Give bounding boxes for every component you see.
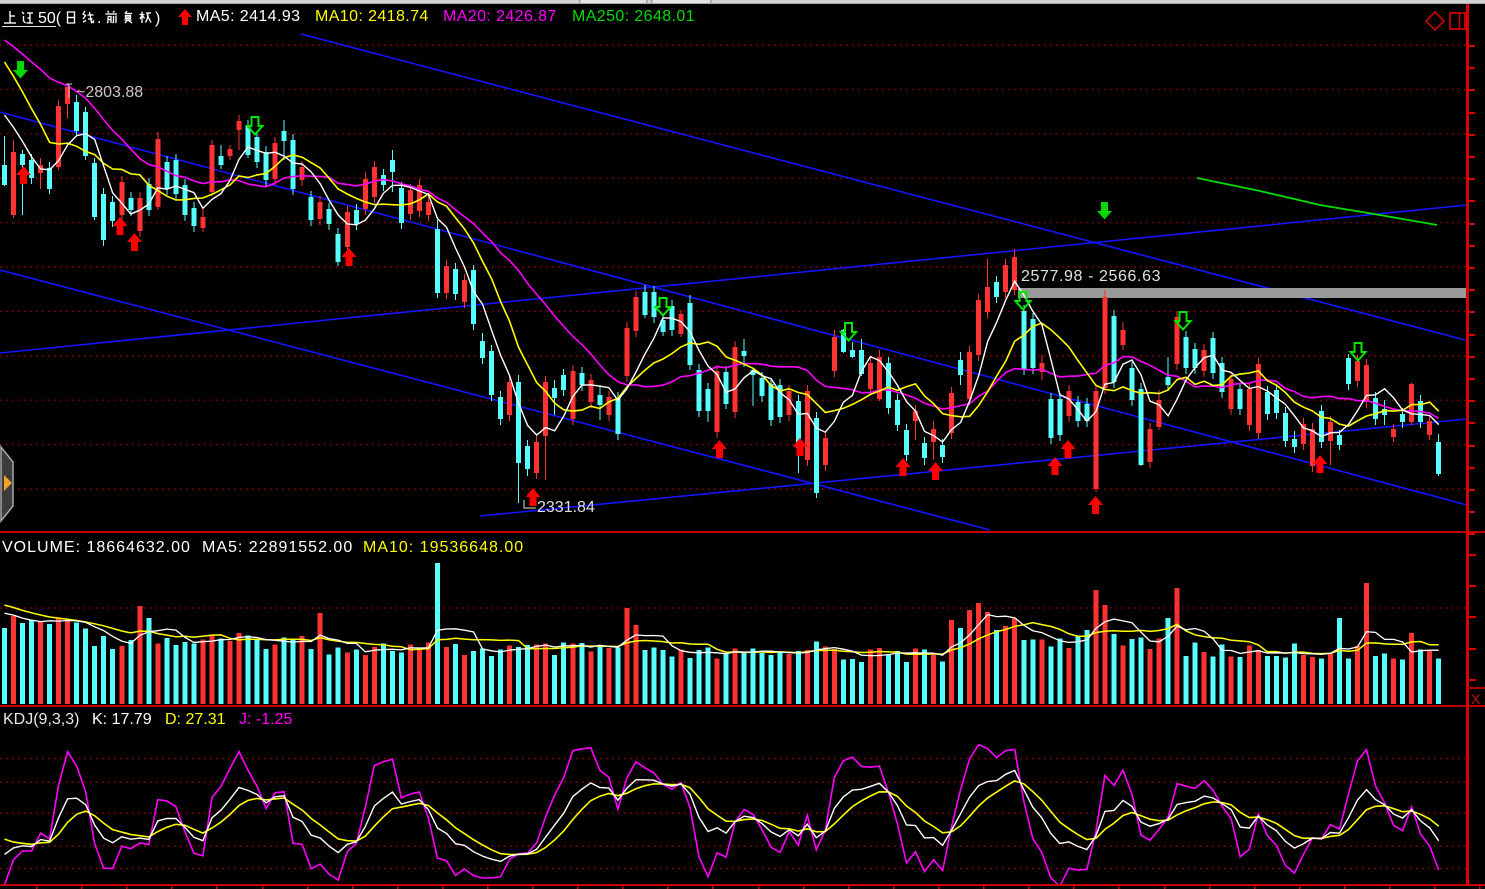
- svg-text:): ): [155, 10, 160, 27]
- svg-text:X: X: [1471, 691, 1481, 707]
- svg-text:.: .: [97, 10, 101, 27]
- svg-text:50(: 50(: [38, 10, 62, 27]
